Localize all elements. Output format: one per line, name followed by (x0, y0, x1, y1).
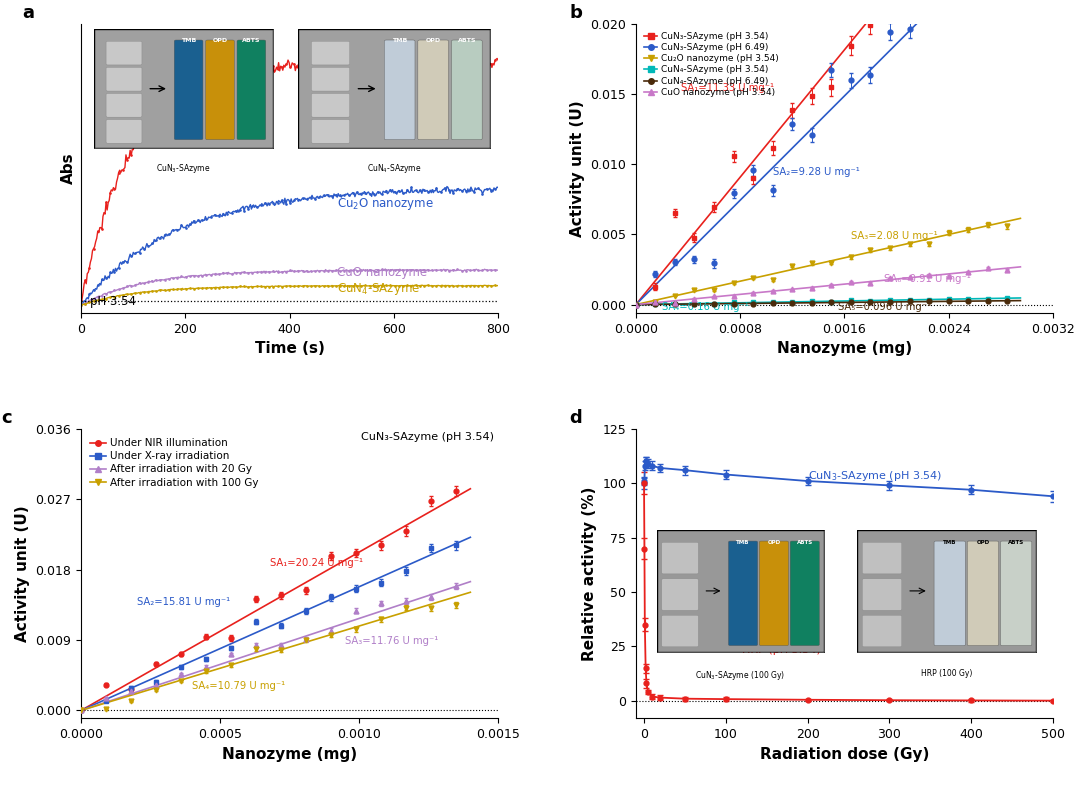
X-axis label: Nanozyme (mg): Nanozyme (mg) (777, 341, 912, 356)
X-axis label: Nanozyme (mg): Nanozyme (mg) (222, 747, 357, 761)
Text: SA₄=10.79 U mg⁻¹: SA₄=10.79 U mg⁻¹ (192, 681, 285, 691)
Text: CuN$_3$-SAzyme (pH 3.54): CuN$_3$-SAzyme (pH 3.54) (808, 469, 942, 483)
Y-axis label: Relative activity (%): Relative activity (%) (582, 487, 596, 661)
Text: SA₁=11.33 U mg⁻¹: SA₁=11.33 U mg⁻¹ (681, 83, 774, 93)
Text: CuN₃-SAzyme (pH 3.54): CuN₃-SAzyme (pH 3.54) (361, 432, 494, 442)
Text: SA₂=9.28 U mg⁻¹: SA₂=9.28 U mg⁻¹ (772, 167, 860, 177)
Text: b: b (569, 4, 582, 22)
Text: CuN$_4$-SAzyme: CuN$_4$-SAzyme (337, 281, 419, 298)
Legend: Under NIR illumination, Under X-ray irradiation, After irradiation with 20 Gy, A: Under NIR illumination, Under X-ray irra… (86, 434, 262, 491)
Y-axis label: Activity unit (U): Activity unit (U) (15, 506, 30, 642)
Text: CuO nanozyme: CuO nanozyme (337, 266, 427, 279)
X-axis label: Time (s): Time (s) (255, 341, 324, 356)
Text: SA₂=15.81 U mg⁻¹: SA₂=15.81 U mg⁻¹ (137, 597, 230, 607)
Text: SA₁=20.24 U mg⁻¹: SA₁=20.24 U mg⁻¹ (270, 557, 363, 568)
Text: SA₆=0.91 U mg⁻¹: SA₆=0.91 U mg⁻¹ (883, 274, 970, 284)
Text: SA₃=11.76 U mg⁻¹: SA₃=11.76 U mg⁻¹ (346, 636, 438, 646)
Text: Cu$_2$O nanozyme: Cu$_2$O nanozyme (337, 196, 433, 213)
Text: CuN$_3$-SAzyme: CuN$_3$-SAzyme (120, 91, 203, 107)
Text: d: d (569, 409, 582, 427)
Text: pH 3.54: pH 3.54 (91, 295, 136, 308)
Text: a: a (23, 4, 35, 22)
Text: SA₅=0.096 U mg⁻¹: SA₅=0.096 U mg⁻¹ (838, 302, 931, 312)
Text: HRP (pH 3.54): HRP (pH 3.54) (742, 645, 821, 655)
Y-axis label: Activity unit (U): Activity unit (U) (569, 100, 584, 236)
Text: c: c (2, 409, 12, 427)
Y-axis label: Abs: Abs (60, 152, 76, 184)
Text: SA₄=0.16 U mg⁻¹: SA₄=0.16 U mg⁻¹ (662, 302, 748, 312)
Text: SA₃=2.08 U mg⁻¹: SA₃=2.08 U mg⁻¹ (851, 231, 937, 240)
Legend: CuN₃-SAzyme (pH 3.54), CuN₃-SAzyme (pH 6.49), Cu₂O nanozyme (pH 3.54), CuN₄-SAzy: CuN₃-SAzyme (pH 3.54), CuN₃-SAzyme (pH 6… (640, 28, 783, 100)
X-axis label: Radiation dose (Gy): Radiation dose (Gy) (759, 747, 929, 761)
